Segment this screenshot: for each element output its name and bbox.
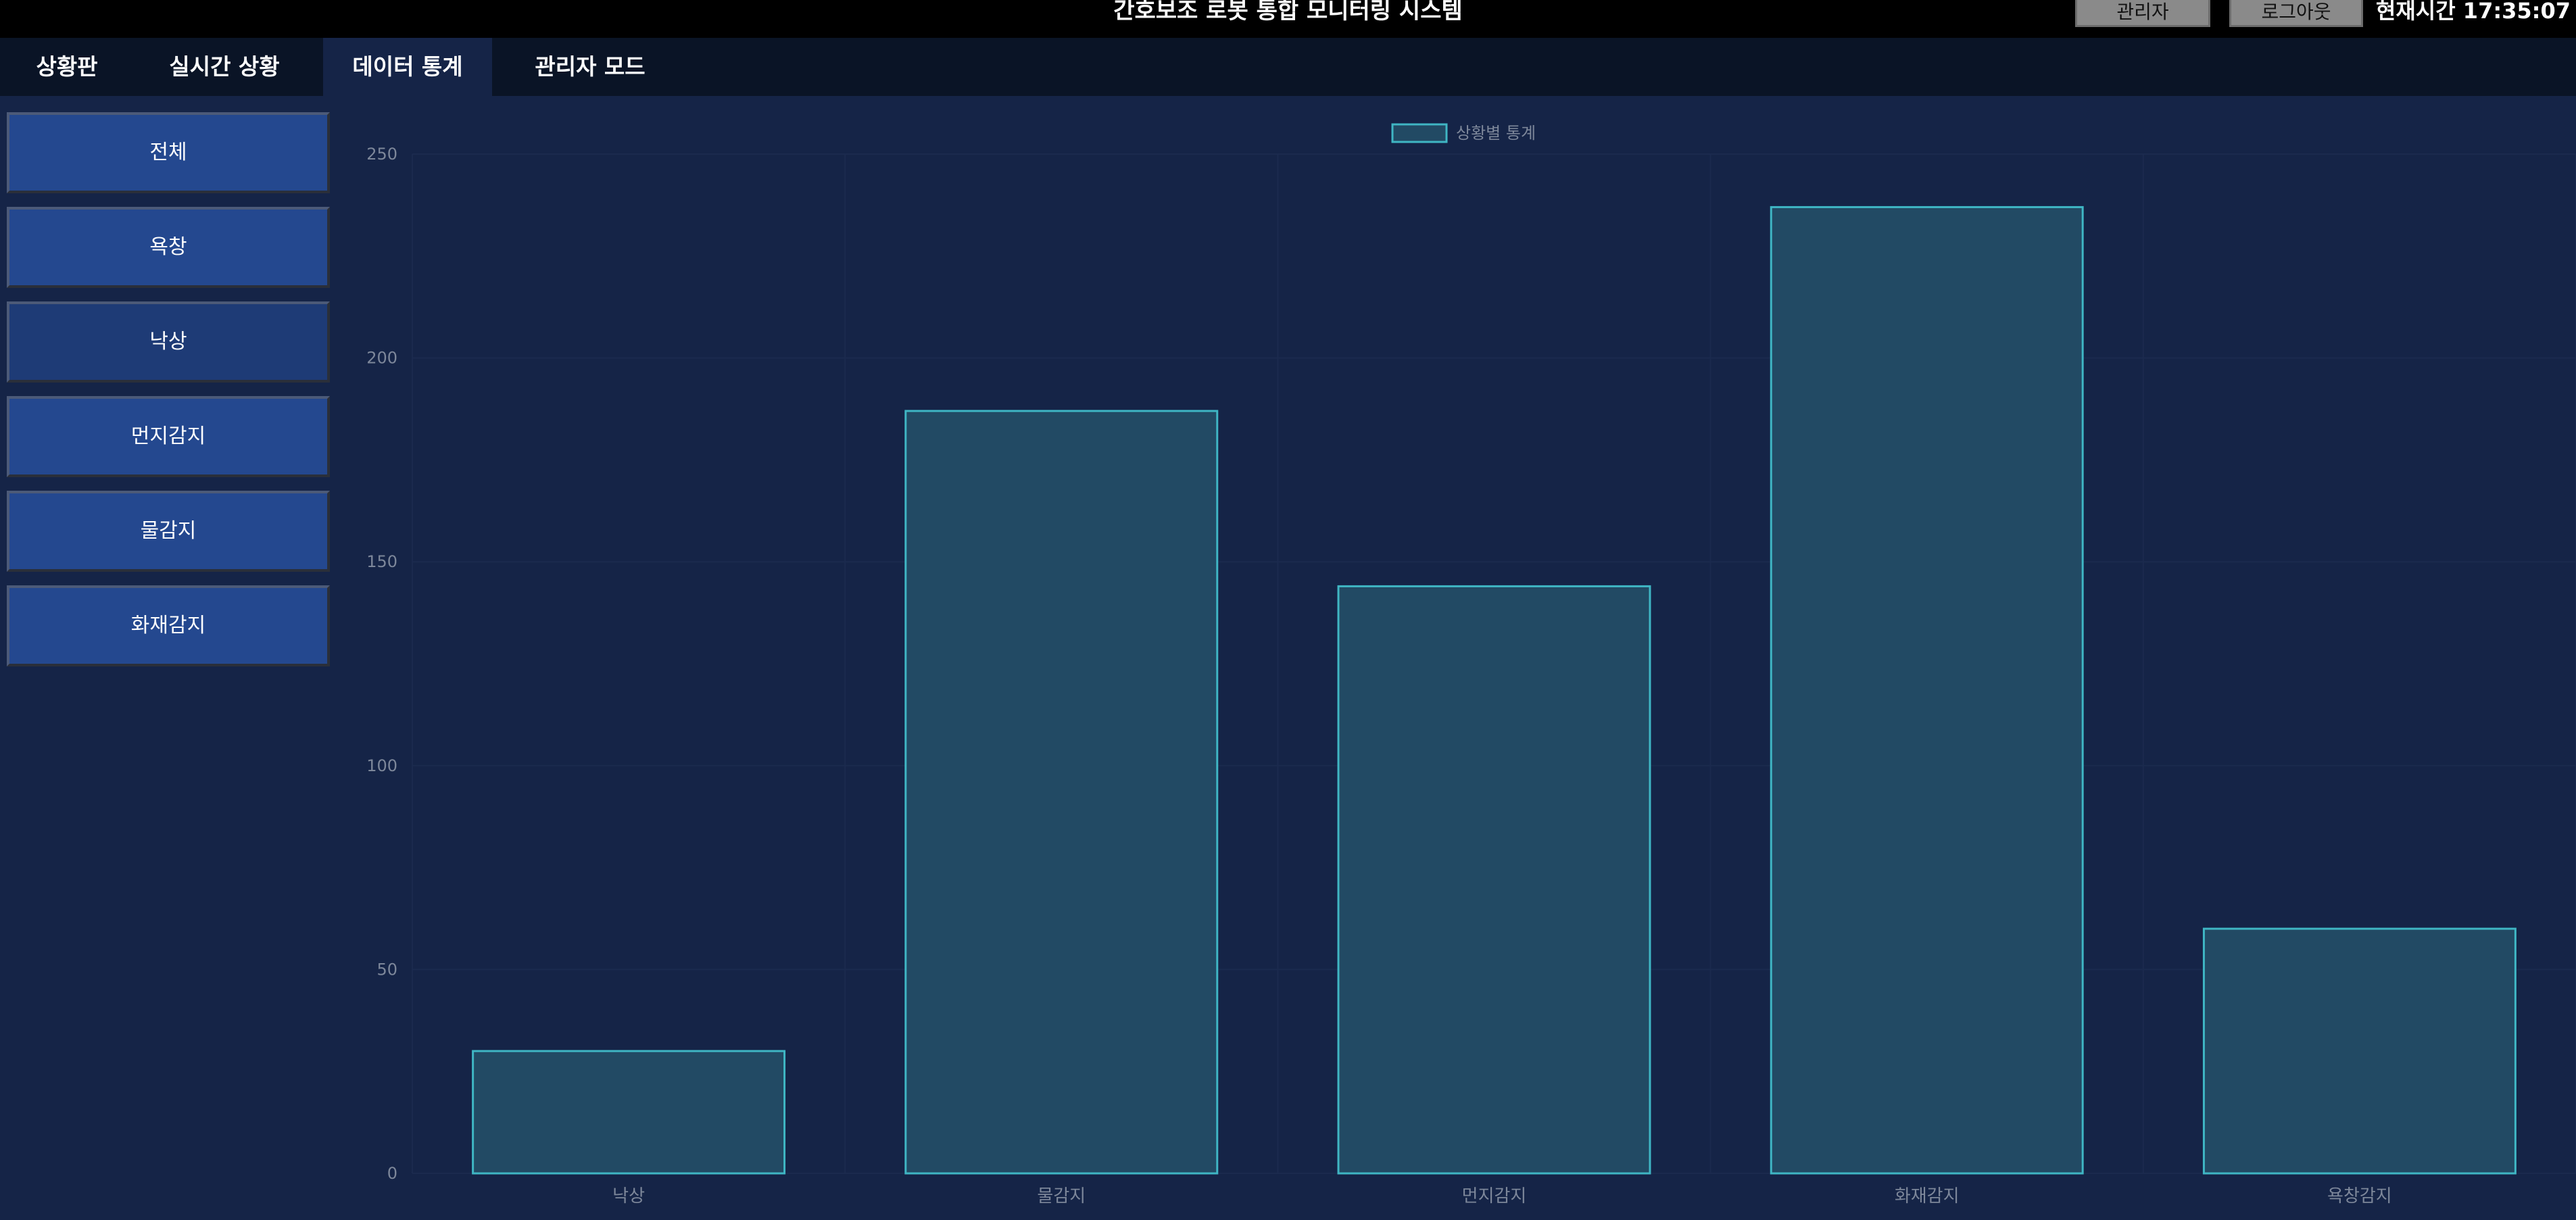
tab-realtime[interactable]: 실시간 상황: [169, 53, 280, 80]
bar-3: [1337, 585, 1651, 1175]
title-bar: 간호보조 로봇 통합 모니터링 시스템 관리자 로그아웃 현재시간 17:35:…: [0, 0, 2576, 38]
y-tick-label: 200: [366, 349, 397, 368]
y-tick-label: 50: [376, 960, 397, 979]
bar-5: [2202, 927, 2517, 1175]
chart-labels: 0 50 100 150 200 250 낙상 물감지 먼지감지 화재감지 욕창감지: [366, 145, 2392, 1206]
bar-2: [904, 410, 1219, 1175]
bar-4: [1770, 205, 2084, 1175]
x-tick-label: 물감지: [1037, 1186, 1086, 1206]
app-title: 간호보조 로봇 통합 모니터링 시스템: [1113, 0, 1463, 24]
x-tick-label: 낙상: [612, 1186, 645, 1206]
x-tick-label: 화재감지: [1895, 1186, 1960, 1206]
bar-chart-svg: 0 50 100 150 200 250 낙상 물감지 먼지감지 화재감지 욕창감지 상황별 통계: [366, 123, 2576, 1206]
filter-all-button[interactable]: 전체: [7, 112, 330, 193]
chart-legend: 상황별 통계: [1391, 123, 1536, 143]
filter-fire-button[interactable]: 화재감지: [7, 585, 330, 666]
tab-dashboard[interactable]: 상황판: [36, 53, 98, 80]
statistics-chart: 0 50 100 150 200 250 낙상 물감지 먼지감지 화재감지 욕창감지 상황별 통계: [338, 108, 2576, 1217]
x-tick-label: 먼지감지: [1462, 1186, 1527, 1206]
y-tick-label: 100: [366, 756, 397, 775]
tab-bar: 상황판 실시간 상황 데이터 통계 관리자 모드: [0, 38, 2576, 96]
current-time: 현재시간 17:35:07: [2375, 0, 2571, 24]
legend-label: 상황별 통계: [1456, 124, 1536, 143]
y-tick-label: 250: [366, 145, 397, 164]
admin-button[interactable]: 관리자: [2075, 0, 2210, 27]
chart-bars: [472, 205, 2517, 1175]
bar-1: [472, 1050, 786, 1175]
filter-bedsore-button[interactable]: 욕창: [7, 207, 330, 288]
x-tick-label: 욕창감지: [2327, 1186, 2392, 1206]
y-tick-label: 150: [366, 552, 397, 571]
tab-admin-mode[interactable]: 관리자 모드: [535, 53, 646, 80]
filter-dust-button[interactable]: 먼지감지: [7, 396, 330, 477]
filter-fall-button[interactable]: 낙상: [7, 301, 330, 383]
y-tick-label: 0: [387, 1164, 397, 1183]
tab-statistics[interactable]: 데이터 통계: [323, 38, 492, 96]
logout-button[interactable]: 로그아웃: [2229, 0, 2363, 27]
filter-water-button[interactable]: 물감지: [7, 491, 330, 572]
legend-swatch: [1391, 123, 1448, 143]
